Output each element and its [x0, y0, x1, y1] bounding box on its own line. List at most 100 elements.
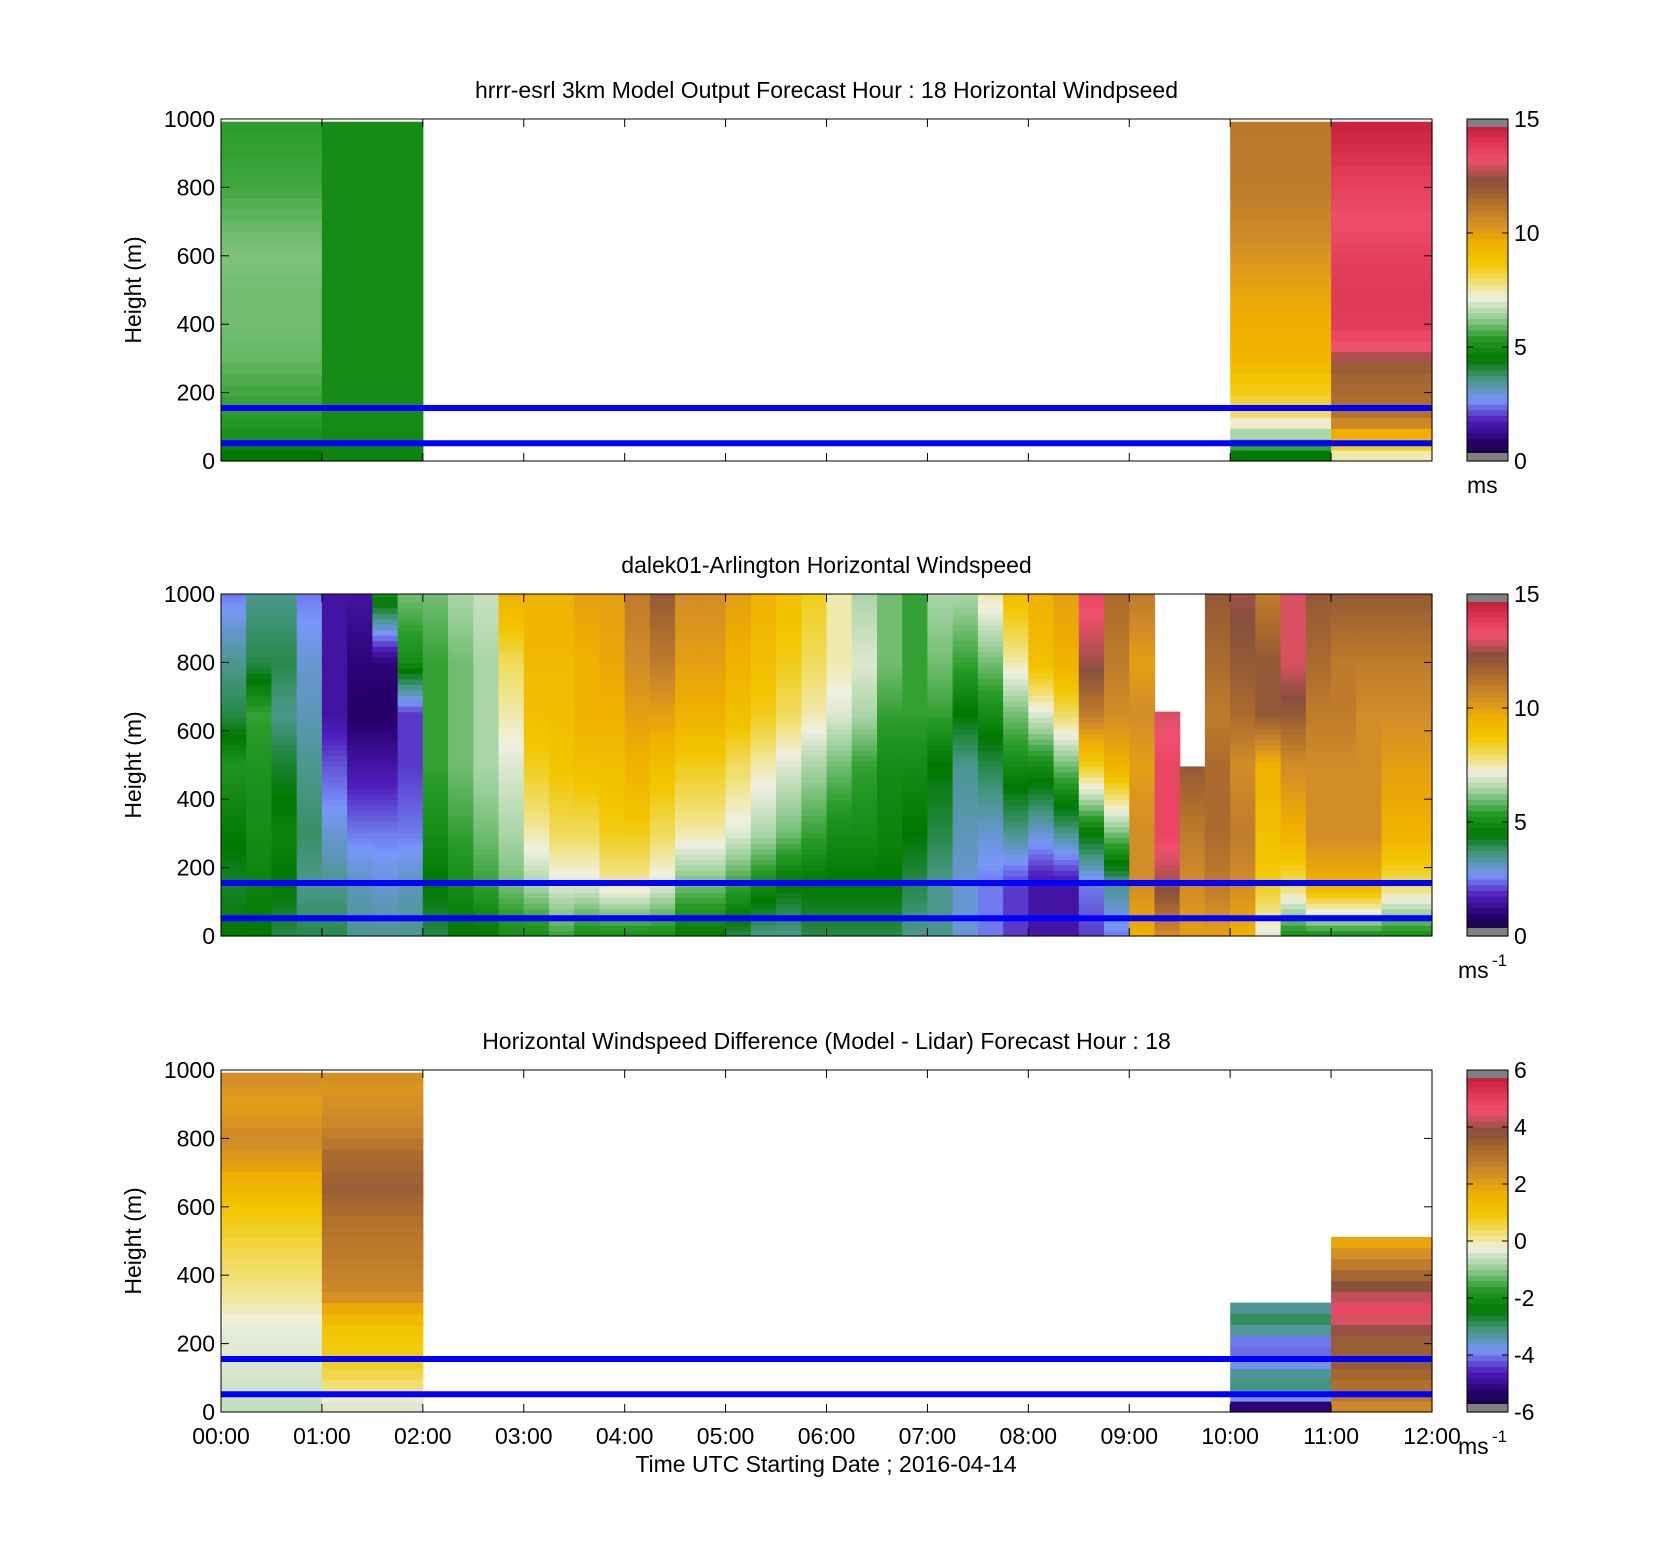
heatmap-cell: [1331, 903, 1357, 910]
heatmap-cell: [877, 607, 903, 614]
heatmap-cell: [725, 728, 752, 735]
heatmap-cell: [1280, 815, 1307, 822]
heatmap-cell: [952, 925, 979, 932]
y-tick-label: 600: [177, 718, 215, 744]
heatmap-cell: [725, 624, 752, 631]
heatmap-cell: [549, 711, 575, 718]
heatmap-cell: [801, 656, 828, 663]
heatmap-cell: [1331, 1335, 1433, 1347]
heatmap-cell: [1280, 864, 1307, 871]
heatmap-cell: [549, 788, 575, 795]
heatmap-cell: [927, 673, 954, 680]
heatmap-cell: [1078, 815, 1105, 822]
heatmap-cell: [1280, 624, 1307, 631]
heatmap-cell: [1204, 662, 1231, 669]
heatmap-cell: [372, 739, 399, 746]
heatmap-cell: [1104, 799, 1130, 806]
heatmap-cell: [700, 624, 727, 631]
heatmap-cell: [397, 722, 424, 729]
heatmap-cell: [1003, 810, 1029, 817]
heatmap-cell: [649, 646, 676, 653]
heatmap-cell: [1255, 728, 1282, 735]
colorbar-segment: [1467, 1070, 1508, 1078]
heatmap-cell: [851, 760, 878, 767]
heatmap-cell: [473, 640, 500, 647]
heatmap-cell: [725, 646, 752, 653]
heatmap-cell: [448, 892, 474, 899]
heatmap-cell: [1204, 651, 1231, 658]
heatmap-cell: [448, 750, 474, 757]
heatmap-cell: [977, 777, 1004, 784]
heatmap-cell: [1255, 640, 1282, 647]
colorbar-segment: [1467, 141, 1508, 149]
heatmap-cell: [624, 602, 651, 609]
heatmap-cell: [1204, 859, 1231, 866]
heatmap-cell: [271, 629, 298, 636]
heatmap-cell: [1204, 739, 1231, 746]
heatmap-cell: [1129, 930, 1156, 937]
heatmap-cell: [1331, 744, 1357, 751]
heatmap-cell: [700, 711, 727, 718]
heatmap-cell: [977, 739, 1004, 746]
colorbar-segment: [1467, 833, 1508, 840]
heatmap-cell: [397, 689, 424, 696]
heatmap-cell: [574, 678, 600, 685]
heatmap-cell: [1230, 1346, 1332, 1358]
heatmap-cell: [826, 903, 853, 910]
heatmap-cell: [877, 788, 903, 795]
heatmap-cell: [372, 799, 399, 806]
heatmap-cell: [422, 624, 449, 631]
heatmap-cell: [700, 919, 727, 926]
heatmap-cell: [750, 607, 777, 614]
heatmap-cell: [851, 678, 878, 685]
heatmap-cell: [649, 678, 676, 685]
heatmap-cell: [1129, 793, 1156, 800]
heatmap-cell: [321, 766, 348, 773]
heatmap-cell: [246, 596, 272, 603]
heatmap-cell: [750, 728, 777, 735]
heatmap-cell: [1028, 826, 1055, 833]
heatmap-cell: [321, 853, 348, 860]
heatmap-cell: [549, 673, 575, 680]
colorbar-segment: [1467, 364, 1508, 371]
colorbar-segment: [1467, 622, 1508, 629]
heatmap-cell: [801, 602, 828, 609]
heatmap-cell: [977, 755, 1004, 762]
heatmap-cell: [1129, 722, 1156, 729]
heatmap-cell: [1305, 602, 1332, 609]
heatmap-cell: [372, 782, 399, 789]
heatmap-cell: [877, 722, 903, 729]
heatmap-cell: [1331, 154, 1433, 167]
heatmap-cell: [649, 837, 676, 844]
heatmap-cell: [1104, 733, 1130, 740]
heatmap-cell: [776, 624, 802, 631]
heatmap-cell: [927, 651, 954, 658]
heatmap-cell: [826, 886, 853, 893]
heatmap-cell: [624, 777, 651, 784]
heatmap-cell: [952, 864, 979, 871]
heatmap-cell: [221, 253, 323, 265]
heatmap-cell: [397, 717, 424, 724]
heatmap-cell: [1406, 613, 1433, 620]
heatmap-cell: [902, 925, 928, 932]
heatmap-cell: [1381, 667, 1408, 674]
heatmap-cell: [952, 771, 979, 778]
y-tick-label: 1000: [164, 1057, 215, 1083]
heatmap-cell: [927, 864, 954, 871]
heatmap-cell: [1028, 777, 1055, 784]
heatmap-cell: [927, 744, 954, 751]
heatmap-cell: [221, 837, 247, 844]
colorbar-segment: [1467, 176, 1508, 183]
heatmap-cell: [422, 594, 449, 598]
heatmap-cell: [574, 717, 600, 724]
heatmap-cell: [1078, 799, 1105, 806]
heatmap-cell: [1129, 700, 1156, 707]
heatmap-cell: [877, 859, 903, 866]
heatmap-cell: [1129, 843, 1156, 850]
heatmap-cell: [1053, 892, 1080, 899]
y-tick-label: 800: [177, 174, 215, 200]
heatmap-cell: [372, 771, 399, 778]
heatmap-cell: [700, 897, 727, 904]
heatmap-cell: [549, 624, 575, 631]
heatmap-cell: [1331, 760, 1357, 767]
